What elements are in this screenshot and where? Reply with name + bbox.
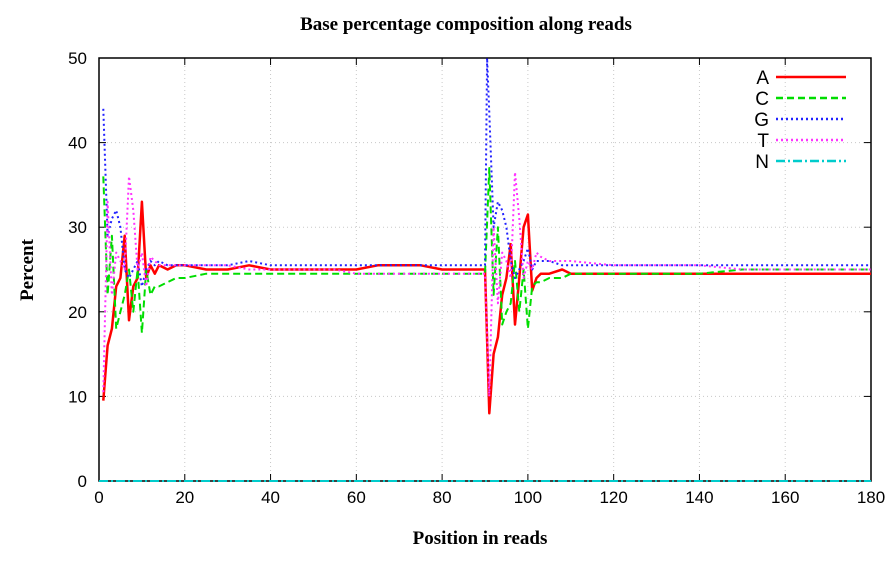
y-tick-label: 30 <box>68 218 87 237</box>
y-tick-label: 20 <box>68 303 87 322</box>
series-lines <box>99 57 871 482</box>
y-axis-label: Percent <box>17 238 38 301</box>
x-tick-label: 80 <box>433 488 452 507</box>
legend-label-c: C <box>755 89 769 110</box>
series-line-t <box>102 171 871 398</box>
x-tick-label: 20 <box>175 488 194 507</box>
x-tick-label: 140 <box>685 488 713 507</box>
legend-label-a: A <box>756 68 769 89</box>
chart-title: Base percentage composition along reads <box>300 14 632 35</box>
x-tick-label: 0 <box>94 488 103 507</box>
y-tick-label: 0 <box>78 472 87 491</box>
series-line-g <box>102 57 871 288</box>
grid <box>99 58 871 481</box>
axis-ticks: 0 20 40 60 80 100 120 140 160 180 0 10 20 30 40 50 <box>68 49 885 507</box>
x-axis-label: Position in reads <box>413 528 548 549</box>
y-tick-label: 40 <box>68 134 87 153</box>
legend-label-g: G <box>754 110 769 131</box>
x-tick-label: 160 <box>771 488 799 507</box>
x-tick-label: 40 <box>261 488 280 507</box>
x-tick-label: 180 <box>857 488 885 507</box>
x-tick-label: 100 <box>514 488 542 507</box>
series-line-c <box>102 167 871 334</box>
y-tick-label: 10 <box>68 387 87 406</box>
legend-label-n: N <box>755 152 769 173</box>
legend-label-t: T <box>757 131 769 152</box>
x-tick-label: 120 <box>599 488 627 507</box>
y-tick-label: 50 <box>68 49 87 68</box>
x-tick-label: 60 <box>347 488 366 507</box>
